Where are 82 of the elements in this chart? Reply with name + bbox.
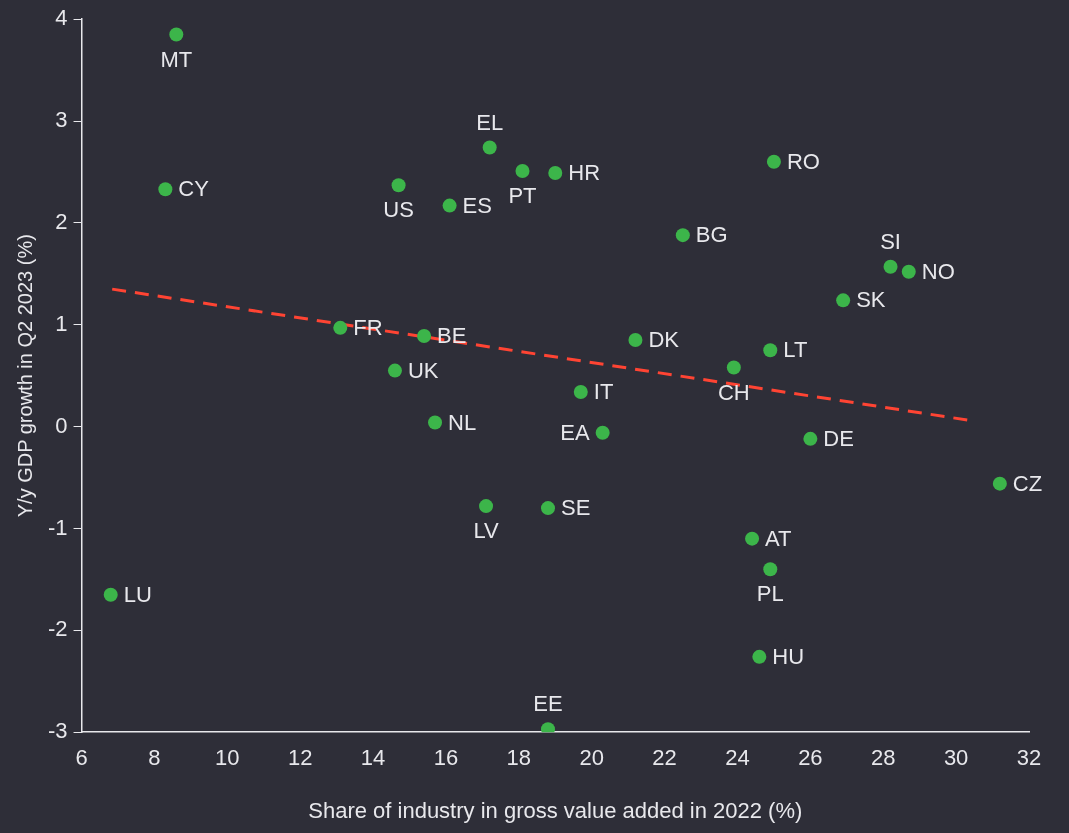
data-label: CH — [717, 379, 750, 405]
data-label: PT — [508, 183, 537, 209]
data-label: RO — [786, 148, 820, 174]
data-label: BG — [695, 222, 728, 248]
data-label: EE — [533, 691, 563, 717]
x-tick-label: 14 — [360, 745, 386, 771]
data-label: UK — [407, 357, 439, 383]
y-tick-label: -3 — [48, 718, 68, 744]
point — [103, 587, 118, 602]
data-label: EA — [560, 419, 590, 445]
data-label: HR — [568, 160, 601, 186]
data-label: SI — [880, 228, 901, 254]
point — [595, 425, 610, 440]
data-label: LV — [473, 518, 500, 544]
x-tick-label: 26 — [798, 745, 823, 771]
data-label: HU — [772, 643, 805, 669]
x-tick-label: 16 — [433, 745, 459, 771]
y-tick-label: 0 — [55, 412, 68, 438]
x-tick-label: 20 — [579, 745, 604, 771]
y-tick-label: 4 — [55, 5, 68, 31]
data-label: NO — [921, 258, 955, 284]
data-label: IT — [593, 379, 614, 405]
y-tick-label: -1 — [48, 514, 68, 540]
data-label: AT — [765, 525, 792, 551]
point — [158, 182, 173, 197]
point — [901, 264, 916, 279]
data-label: SE — [560, 495, 591, 521]
y-tick-label: 1 — [55, 310, 68, 336]
data-label: EL — [476, 109, 504, 135]
point — [428, 415, 443, 430]
y-axis-title: Y/y GDP growth in Q2 2023 (%) — [13, 234, 36, 518]
data-label: LT — [783, 337, 808, 363]
data-label: CY — [178, 176, 210, 202]
data-label: DE — [823, 425, 854, 451]
point — [391, 178, 406, 193]
point — [573, 385, 588, 399]
point — [169, 27, 184, 42]
point — [442, 198, 457, 213]
x-tick-label: 12 — [287, 745, 313, 771]
point — [745, 531, 760, 546]
point — [333, 320, 348, 335]
data-label: LU — [123, 581, 152, 607]
point — [763, 562, 778, 577]
point — [628, 333, 643, 348]
data-label: DK — [648, 327, 680, 353]
point — [482, 140, 497, 155]
point — [836, 293, 851, 308]
y-tick-label: -2 — [48, 616, 68, 642]
x-tick-label: 22 — [652, 745, 677, 771]
point — [763, 343, 778, 358]
point — [417, 328, 432, 343]
data-label: MT — [160, 46, 193, 72]
point — [548, 166, 563, 180]
point — [992, 476, 1007, 491]
point — [540, 501, 555, 516]
data-label: CZ — [1012, 470, 1043, 496]
x-tick-label: 18 — [506, 745, 532, 771]
point — [387, 363, 402, 378]
point — [515, 163, 530, 178]
point — [726, 360, 741, 375]
x-tick-label: 32 — [1016, 745, 1042, 771]
x-tick-label: 10 — [215, 745, 240, 771]
point — [752, 649, 767, 664]
data-label: SK — [856, 287, 886, 313]
x-tick-label: 6 — [75, 745, 88, 771]
x-tick-label: 8 — [148, 745, 161, 771]
point — [883, 259, 898, 274]
point — [766, 154, 781, 169]
data-label: PL — [756, 581, 784, 607]
point — [675, 228, 690, 243]
point — [803, 431, 818, 446]
data-label: FR — [353, 314, 383, 340]
x-tick-label: 28 — [871, 745, 896, 771]
y-tick-label: 2 — [55, 208, 68, 234]
x-tick-label: 30 — [943, 745, 969, 771]
data-label: NL — [448, 409, 477, 435]
data-label: ES — [462, 192, 492, 218]
point — [479, 499, 494, 514]
x-axis-title: Share of industry in gross value added in 2022 (%) — [308, 797, 803, 823]
x-tick-label: 24 — [725, 745, 750, 771]
y-tick-label: 3 — [55, 107, 68, 133]
data-label: US — [383, 197, 414, 223]
